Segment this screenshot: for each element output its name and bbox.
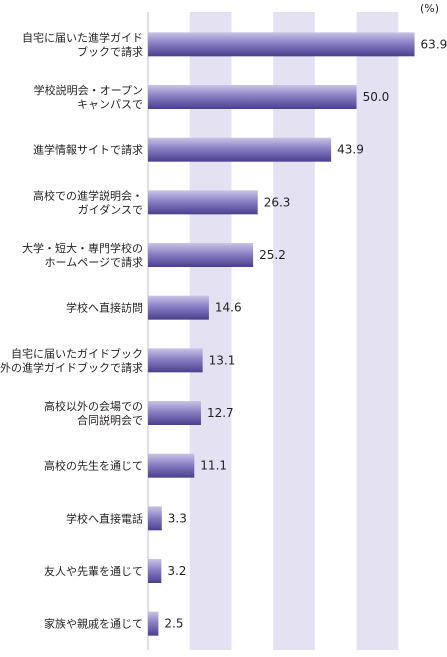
category-label-line: 友人や先輩を通じて xyxy=(44,564,143,578)
value-label: 50.0 xyxy=(363,90,390,104)
bar xyxy=(148,137,332,162)
category-label: 大学・短大・専門学校のホームページで請求 xyxy=(22,241,143,269)
bar xyxy=(148,611,159,636)
value-label: 3.3 xyxy=(168,511,187,525)
grid-band xyxy=(273,12,315,650)
bar xyxy=(148,348,203,373)
value-label: 43.9 xyxy=(337,143,364,157)
category-label-line: 以外の進学ガイドブックで請求 xyxy=(0,360,143,374)
category-label: 学校説明会・オープンキャンパスで xyxy=(34,83,143,111)
category-label-line: 合同説明会で xyxy=(77,413,143,427)
category-label: 自宅に届いた進学ガイドブックで請求 xyxy=(22,30,143,58)
category-label-line: 学校説明会・オープン xyxy=(34,83,143,97)
category-label-line: 進学情報サイトで請求 xyxy=(33,143,143,157)
value-label: 14.6 xyxy=(215,301,242,315)
category-label-line: 高校での進学説明会・ xyxy=(33,188,143,202)
value-label: 25.2 xyxy=(259,248,286,262)
value-label: 2.5 xyxy=(164,617,183,631)
bar xyxy=(148,295,209,320)
value-label: 11.1 xyxy=(200,459,227,473)
bar xyxy=(148,85,357,109)
bar xyxy=(148,559,162,583)
value-label: 3.2 xyxy=(167,564,186,578)
category-label: 進学情報サイトで請求 xyxy=(33,143,143,157)
category-label-line: 学校へ直接電話 xyxy=(66,511,143,525)
category-label: 学校へ直接訪問 xyxy=(66,301,143,315)
grid-band xyxy=(189,12,232,650)
bar xyxy=(148,401,201,425)
category-label-line: 学校へ直接訪問 xyxy=(66,301,143,315)
category-label-line: 高校の先生を通じて xyxy=(44,459,143,473)
unit-label: (%) xyxy=(419,2,439,15)
category-label: 高校での進学説明会・ガイダンスで xyxy=(33,188,143,216)
value-label: 12.7 xyxy=(207,406,234,420)
category-label: 自宅に届いたガイドブック以外の進学ガイドブックで請求 xyxy=(0,346,143,374)
category-label-line: 高校以外の会場での xyxy=(44,399,143,413)
bar xyxy=(148,190,258,215)
category-label: 高校以外の会場での合同説明会で xyxy=(44,399,143,427)
category-label-line: 自宅に届いた進学ガイド xyxy=(22,30,143,44)
category-label-line: 自宅に届いたガイドブック xyxy=(11,346,143,360)
category-label: 学校へ直接電話 xyxy=(66,511,143,525)
bar xyxy=(148,243,254,267)
category-label: 家族や親戚を通じて xyxy=(44,617,143,631)
category-label: 友人や先輩を通じて xyxy=(44,564,143,578)
bar xyxy=(148,32,415,57)
category-label-line: 大学・短大・専門学校の xyxy=(22,241,143,255)
category-label-line: ホームページで請求 xyxy=(45,255,143,269)
category-label-line: 家族や親戚を通じて xyxy=(44,617,143,631)
value-label: 13.1 xyxy=(209,353,236,367)
category-label-line: キャンパスで xyxy=(77,98,143,111)
value-label: 26.3 xyxy=(264,195,291,209)
bar xyxy=(148,453,195,478)
bar xyxy=(148,506,162,531)
value-label: 63.9 xyxy=(421,37,447,51)
grid-band xyxy=(356,12,399,650)
category-label-line: ブックで請求 xyxy=(77,44,143,58)
category-label-line: ガイダンスで xyxy=(78,202,143,216)
category-label: 高校の先生を通じて xyxy=(44,459,143,473)
